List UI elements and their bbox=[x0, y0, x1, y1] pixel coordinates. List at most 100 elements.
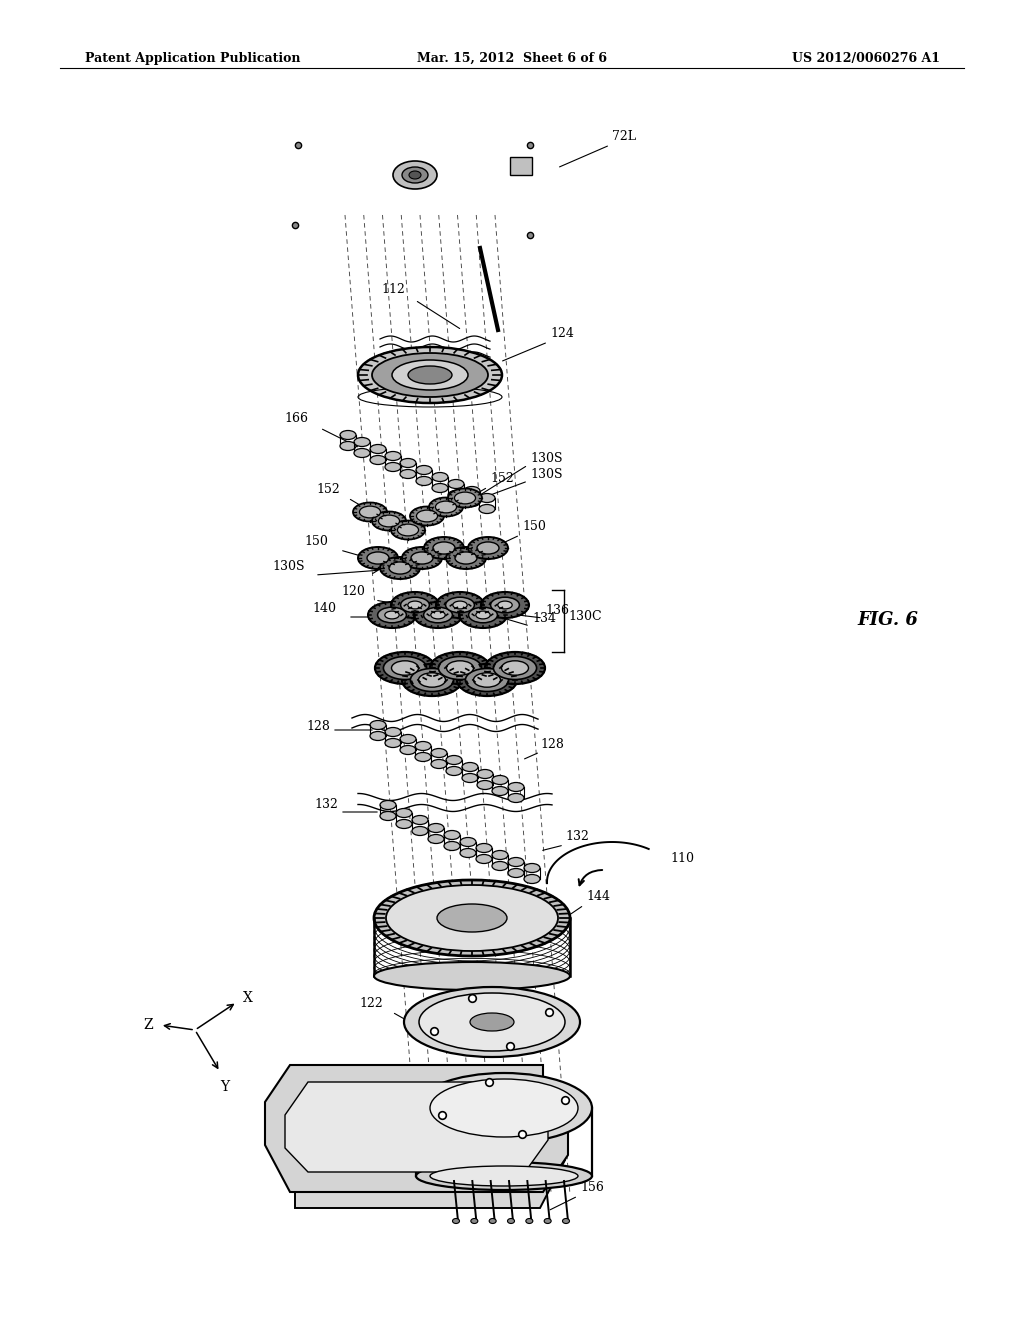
Ellipse shape bbox=[416, 466, 432, 474]
Ellipse shape bbox=[370, 731, 386, 741]
Ellipse shape bbox=[464, 498, 480, 507]
Ellipse shape bbox=[412, 826, 428, 836]
Ellipse shape bbox=[419, 673, 445, 688]
Ellipse shape bbox=[460, 837, 476, 846]
Ellipse shape bbox=[379, 515, 399, 527]
Text: FIG. 6: FIG. 6 bbox=[857, 611, 919, 630]
Polygon shape bbox=[265, 1065, 568, 1192]
Ellipse shape bbox=[470, 1012, 514, 1031]
Ellipse shape bbox=[432, 473, 449, 482]
Ellipse shape bbox=[372, 352, 488, 397]
Ellipse shape bbox=[524, 863, 540, 873]
Ellipse shape bbox=[414, 602, 462, 628]
Ellipse shape bbox=[477, 543, 499, 554]
Ellipse shape bbox=[453, 1218, 460, 1224]
Ellipse shape bbox=[431, 611, 445, 619]
Ellipse shape bbox=[477, 770, 493, 779]
Ellipse shape bbox=[400, 746, 416, 755]
Text: US 2012/0060276 A1: US 2012/0060276 A1 bbox=[792, 51, 940, 65]
Ellipse shape bbox=[415, 742, 431, 751]
Ellipse shape bbox=[477, 780, 493, 789]
Ellipse shape bbox=[408, 601, 422, 609]
Text: 144: 144 bbox=[586, 890, 610, 903]
Ellipse shape bbox=[465, 668, 509, 692]
Text: 134: 134 bbox=[532, 612, 556, 624]
Ellipse shape bbox=[370, 445, 386, 454]
Ellipse shape bbox=[380, 800, 396, 809]
Ellipse shape bbox=[397, 524, 419, 536]
Ellipse shape bbox=[424, 607, 453, 623]
Ellipse shape bbox=[446, 546, 486, 569]
Ellipse shape bbox=[438, 656, 481, 680]
Bar bbox=[510, 157, 532, 176]
Ellipse shape bbox=[402, 546, 442, 569]
Ellipse shape bbox=[476, 854, 492, 863]
Ellipse shape bbox=[385, 462, 401, 471]
Ellipse shape bbox=[430, 652, 490, 684]
Ellipse shape bbox=[428, 824, 444, 833]
Ellipse shape bbox=[367, 552, 389, 564]
Ellipse shape bbox=[419, 993, 565, 1051]
Ellipse shape bbox=[494, 656, 537, 680]
Ellipse shape bbox=[455, 552, 477, 564]
Text: 150: 150 bbox=[522, 520, 546, 533]
Ellipse shape bbox=[354, 437, 370, 446]
Ellipse shape bbox=[508, 869, 524, 878]
Ellipse shape bbox=[460, 849, 476, 858]
Ellipse shape bbox=[411, 552, 433, 564]
Ellipse shape bbox=[449, 479, 464, 488]
Ellipse shape bbox=[481, 591, 529, 618]
Ellipse shape bbox=[502, 661, 528, 676]
Ellipse shape bbox=[374, 962, 570, 990]
Ellipse shape bbox=[526, 1218, 532, 1224]
Ellipse shape bbox=[464, 487, 480, 495]
Text: Mar. 15, 2012  Sheet 6 of 6: Mar. 15, 2012 Sheet 6 of 6 bbox=[417, 51, 607, 65]
Ellipse shape bbox=[378, 607, 407, 623]
Ellipse shape bbox=[372, 511, 406, 531]
Ellipse shape bbox=[444, 830, 460, 840]
Ellipse shape bbox=[436, 591, 484, 618]
Ellipse shape bbox=[444, 842, 460, 850]
Ellipse shape bbox=[449, 491, 464, 499]
Text: 152: 152 bbox=[316, 483, 340, 496]
Ellipse shape bbox=[437, 904, 507, 932]
Ellipse shape bbox=[359, 506, 381, 517]
Ellipse shape bbox=[508, 1218, 514, 1224]
Ellipse shape bbox=[479, 494, 495, 503]
Ellipse shape bbox=[370, 721, 386, 730]
Text: 130S: 130S bbox=[530, 469, 562, 480]
Ellipse shape bbox=[479, 504, 495, 513]
Ellipse shape bbox=[435, 502, 457, 513]
Ellipse shape bbox=[468, 537, 508, 558]
Ellipse shape bbox=[446, 661, 473, 676]
Ellipse shape bbox=[370, 455, 386, 465]
Text: 130C: 130C bbox=[568, 610, 602, 623]
Text: 140: 140 bbox=[312, 602, 336, 615]
Ellipse shape bbox=[431, 748, 447, 758]
Ellipse shape bbox=[446, 767, 462, 776]
Ellipse shape bbox=[476, 843, 492, 853]
Ellipse shape bbox=[417, 510, 437, 521]
Text: 128: 128 bbox=[306, 719, 330, 733]
Ellipse shape bbox=[544, 1218, 551, 1224]
Text: 130S: 130S bbox=[530, 451, 562, 465]
Text: 124: 124 bbox=[550, 327, 573, 341]
Ellipse shape bbox=[416, 1162, 592, 1191]
Polygon shape bbox=[296, 1115, 565, 1191]
Ellipse shape bbox=[508, 783, 524, 792]
Ellipse shape bbox=[457, 664, 517, 696]
Ellipse shape bbox=[400, 597, 429, 612]
Ellipse shape bbox=[380, 557, 420, 579]
Text: 132: 132 bbox=[314, 799, 338, 810]
Ellipse shape bbox=[383, 656, 427, 680]
Text: 128: 128 bbox=[540, 738, 564, 751]
Ellipse shape bbox=[416, 1073, 592, 1143]
Ellipse shape bbox=[375, 652, 435, 684]
Ellipse shape bbox=[386, 884, 558, 950]
Ellipse shape bbox=[340, 441, 356, 450]
Text: 152: 152 bbox=[490, 473, 514, 484]
Polygon shape bbox=[285, 1082, 548, 1172]
Ellipse shape bbox=[446, 755, 462, 764]
Ellipse shape bbox=[385, 738, 401, 747]
Ellipse shape bbox=[374, 880, 570, 956]
